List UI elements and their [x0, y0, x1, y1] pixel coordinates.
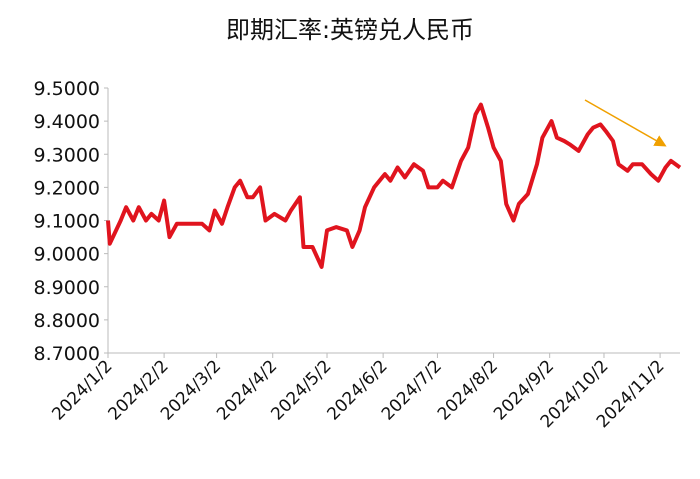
x-tick-label: 2024/7/2	[378, 356, 446, 424]
y-tick-label: 8.8000	[34, 310, 100, 332]
y-tick-label: 8.9000	[34, 277, 100, 299]
y-tick-label: 9.0000	[34, 244, 100, 266]
trend-arrow	[584, 99, 667, 147]
y-tick-label: 9.3000	[34, 144, 100, 166]
y-tick-label: 9.5000	[34, 78, 100, 100]
y-tick-label: 9.1000	[34, 211, 100, 233]
x-tick-label: 2024/1/2	[48, 356, 116, 424]
y-tick-label: 9.2000	[34, 177, 100, 199]
y-tick-label: 8.7000	[34, 343, 100, 365]
x-tick-label: 2024/8/2	[434, 356, 502, 424]
chart-title: 即期汇率:英镑兑人民币	[226, 16, 474, 44]
y-tick-label: 9.4000	[34, 111, 100, 133]
line	[106, 102, 682, 269]
x-tick-label: 2024/5/2	[267, 356, 335, 424]
